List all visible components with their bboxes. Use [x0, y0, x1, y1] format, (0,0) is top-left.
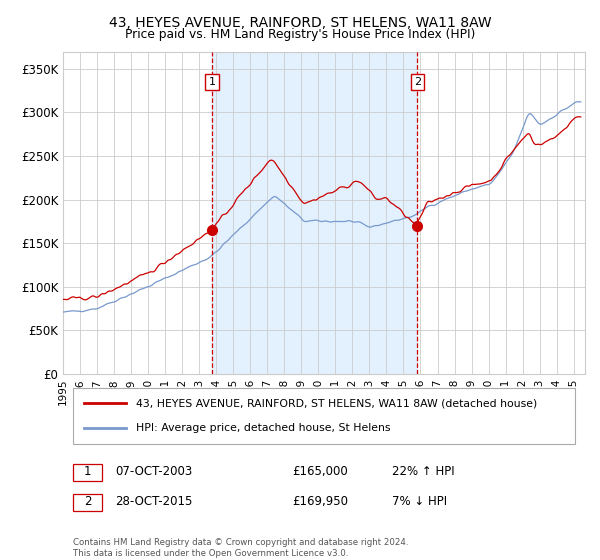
Text: HPI: Average price, detached house, St Helens: HPI: Average price, detached house, St H…: [136, 423, 391, 433]
Text: 43, HEYES AVENUE, RAINFORD, ST HELENS, WA11 8AW (detached house): 43, HEYES AVENUE, RAINFORD, ST HELENS, W…: [136, 398, 538, 408]
Text: 2: 2: [84, 495, 91, 508]
Text: £165,000: £165,000: [293, 465, 349, 478]
Text: Contains HM Land Registry data © Crown copyright and database right 2024.
This d: Contains HM Land Registry data © Crown c…: [73, 538, 409, 558]
Text: 2: 2: [414, 77, 421, 87]
Text: 1: 1: [209, 77, 215, 87]
Text: 7% ↓ HPI: 7% ↓ HPI: [392, 495, 447, 508]
Text: 28-OCT-2015: 28-OCT-2015: [115, 495, 193, 508]
Text: Price paid vs. HM Land Registry's House Price Index (HPI): Price paid vs. HM Land Registry's House …: [125, 28, 475, 41]
Bar: [212, 52, 418, 374]
Text: 1: 1: [84, 465, 91, 478]
Text: £169,950: £169,950: [293, 495, 349, 508]
Text: 43, HEYES AVENUE, RAINFORD, ST HELENS, WA11 8AW: 43, HEYES AVENUE, RAINFORD, ST HELENS, W…: [109, 16, 491, 30]
FancyBboxPatch shape: [73, 464, 102, 482]
Text: 07-OCT-2003: 07-OCT-2003: [115, 465, 193, 478]
FancyBboxPatch shape: [73, 388, 575, 444]
Text: 22% ↑ HPI: 22% ↑ HPI: [392, 465, 454, 478]
FancyBboxPatch shape: [73, 493, 102, 511]
